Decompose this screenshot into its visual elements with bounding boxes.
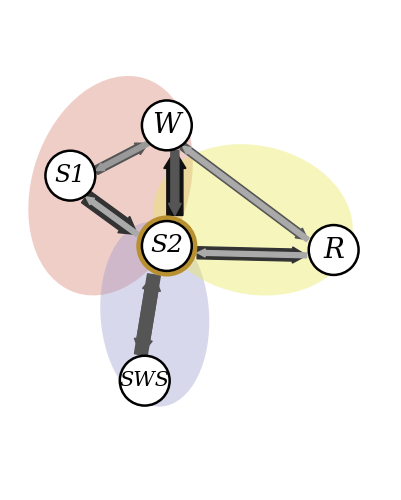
Text: W: W xyxy=(152,112,180,139)
Circle shape xyxy=(119,356,169,406)
Text: S2: S2 xyxy=(150,234,183,258)
FancyArrow shape xyxy=(85,197,138,236)
Text: R: R xyxy=(322,236,343,264)
Ellipse shape xyxy=(100,222,209,406)
FancyArrow shape xyxy=(182,146,308,242)
FancyArrow shape xyxy=(164,150,185,216)
FancyArrow shape xyxy=(95,141,149,171)
FancyArrow shape xyxy=(197,249,306,258)
FancyArrow shape xyxy=(180,143,307,240)
FancyArrow shape xyxy=(134,275,160,356)
FancyArrow shape xyxy=(134,274,160,355)
FancyArrow shape xyxy=(196,246,306,263)
FancyArrow shape xyxy=(93,143,148,174)
Ellipse shape xyxy=(28,76,192,296)
Circle shape xyxy=(136,216,197,276)
Ellipse shape xyxy=(153,144,352,296)
FancyArrow shape xyxy=(81,191,137,234)
Text: SWS: SWS xyxy=(119,371,169,390)
Circle shape xyxy=(142,221,191,271)
Circle shape xyxy=(142,100,191,150)
Text: S1: S1 xyxy=(55,164,86,187)
Circle shape xyxy=(308,225,358,275)
FancyArrow shape xyxy=(168,150,181,216)
Circle shape xyxy=(45,150,95,200)
